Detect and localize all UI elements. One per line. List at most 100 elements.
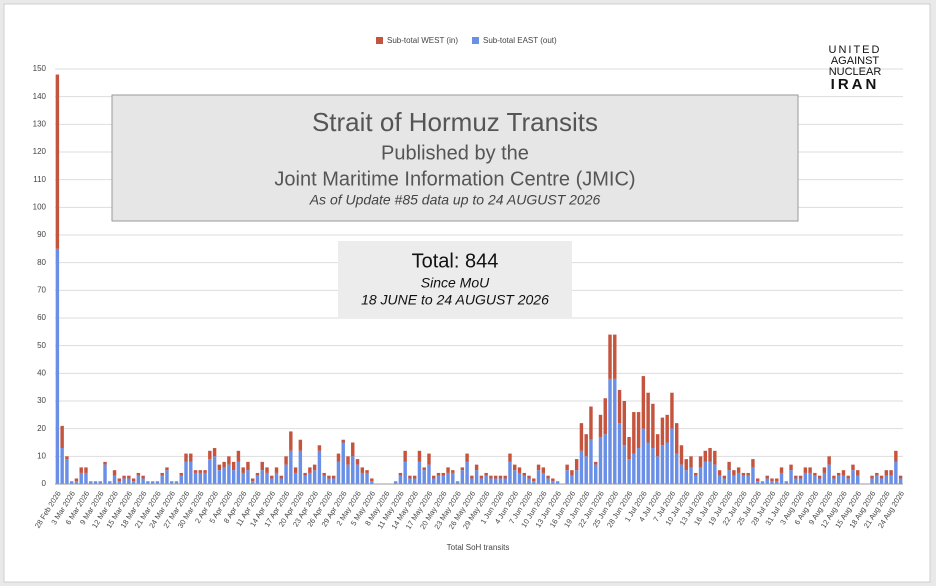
bar-segment xyxy=(303,472,307,476)
bar-segment xyxy=(717,470,722,476)
bar-segment xyxy=(160,475,164,484)
bar-segment xyxy=(579,423,584,451)
logo-text: AGAINST xyxy=(831,55,880,67)
legend-swatch xyxy=(376,37,383,44)
bar-segment xyxy=(674,423,679,454)
bar-segment xyxy=(713,450,717,465)
bar-segment xyxy=(746,472,750,476)
bar-segment xyxy=(684,470,688,484)
bar-segment xyxy=(684,459,688,471)
bar-segment xyxy=(689,456,693,468)
bar-segment xyxy=(184,453,188,462)
bar-segment xyxy=(470,478,474,484)
bar-segment xyxy=(794,478,798,484)
bar-segment xyxy=(836,475,841,484)
bar-segment xyxy=(632,412,636,454)
bar-segment xyxy=(541,472,546,484)
bar-segment xyxy=(422,470,426,484)
logo-text: NUCLEAR xyxy=(829,66,882,78)
bar-segment xyxy=(755,481,760,484)
bar-segment xyxy=(527,475,531,479)
bar-segment xyxy=(103,461,107,465)
bar-segment xyxy=(331,478,336,484)
bar-segment xyxy=(522,472,526,476)
bar-segment xyxy=(465,453,469,462)
bar-segment xyxy=(274,472,279,484)
bar-segment xyxy=(551,478,555,482)
bar-segment xyxy=(603,434,607,484)
bar-segment xyxy=(574,470,579,484)
bar-segment xyxy=(308,472,312,484)
bar-segment xyxy=(217,464,222,471)
bar-segment xyxy=(717,475,722,484)
bar-segment xyxy=(322,475,326,484)
bar-segment xyxy=(432,475,436,479)
bar-segment xyxy=(351,442,355,457)
bar-segment xyxy=(779,467,784,473)
bar-segment xyxy=(622,401,627,446)
bar-segment xyxy=(298,450,303,484)
bar-segment xyxy=(574,459,579,471)
y-tick-label: 10 xyxy=(37,451,46,460)
bar-segment xyxy=(884,470,889,476)
bar-segment xyxy=(541,467,546,473)
bar-segment xyxy=(417,461,422,484)
bar-segment xyxy=(398,475,403,484)
bar-segment xyxy=(546,478,550,484)
bar-segment xyxy=(713,464,717,484)
bar-segment xyxy=(79,472,83,484)
bar-segment xyxy=(484,472,488,476)
bar-segment xyxy=(660,445,665,484)
bar-segment xyxy=(655,456,660,484)
bar-segment xyxy=(856,475,860,484)
bar-segment xyxy=(255,472,260,476)
bar-segment xyxy=(498,475,503,479)
bar-segment xyxy=(584,456,588,484)
bar-segment xyxy=(89,481,93,484)
bar-segment xyxy=(513,464,517,471)
bar-segment xyxy=(775,478,779,482)
bar-segment xyxy=(770,478,774,482)
bar-segment xyxy=(703,450,708,462)
bar-segment xyxy=(746,475,750,484)
bar-segment xyxy=(508,453,512,462)
bar-segment xyxy=(289,450,293,484)
bar-segment xyxy=(679,464,684,484)
bar-segment xyxy=(227,456,231,465)
bar-segment xyxy=(570,475,574,484)
bar-segment xyxy=(822,467,827,473)
bar-segment xyxy=(217,470,222,484)
bar-segment xyxy=(193,472,198,484)
bar-segment xyxy=(879,475,884,479)
bar-segment xyxy=(760,481,765,484)
bar-segment xyxy=(293,467,298,473)
bar-segment xyxy=(74,481,79,484)
bar-segment xyxy=(479,475,484,479)
bar-segment xyxy=(827,464,831,484)
bar-segment xyxy=(765,478,769,484)
bar-segment xyxy=(370,481,374,484)
bar-segment xyxy=(403,450,407,462)
bar-segment xyxy=(765,475,769,479)
bar-segment xyxy=(460,467,465,471)
bar-segment xyxy=(231,470,236,484)
bar-segment xyxy=(808,467,812,473)
y-tick-label: 30 xyxy=(37,396,46,405)
bar-segment xyxy=(84,472,88,484)
bar-segment xyxy=(627,459,631,484)
y-tick-label: 40 xyxy=(37,368,46,377)
bar-segment xyxy=(117,481,122,484)
bar-segment xyxy=(131,478,136,482)
bar-segment xyxy=(775,481,779,484)
bar-segment xyxy=(493,478,498,484)
bar-segment xyxy=(222,467,226,484)
bar-segment xyxy=(517,472,522,484)
bar-segment xyxy=(646,392,650,443)
bar-segment xyxy=(670,428,674,484)
bar-segment xyxy=(594,461,598,465)
bar-segment xyxy=(589,439,593,484)
bar-segment xyxy=(608,334,612,379)
bar-segment xyxy=(803,467,808,473)
bar-segment xyxy=(584,434,588,457)
